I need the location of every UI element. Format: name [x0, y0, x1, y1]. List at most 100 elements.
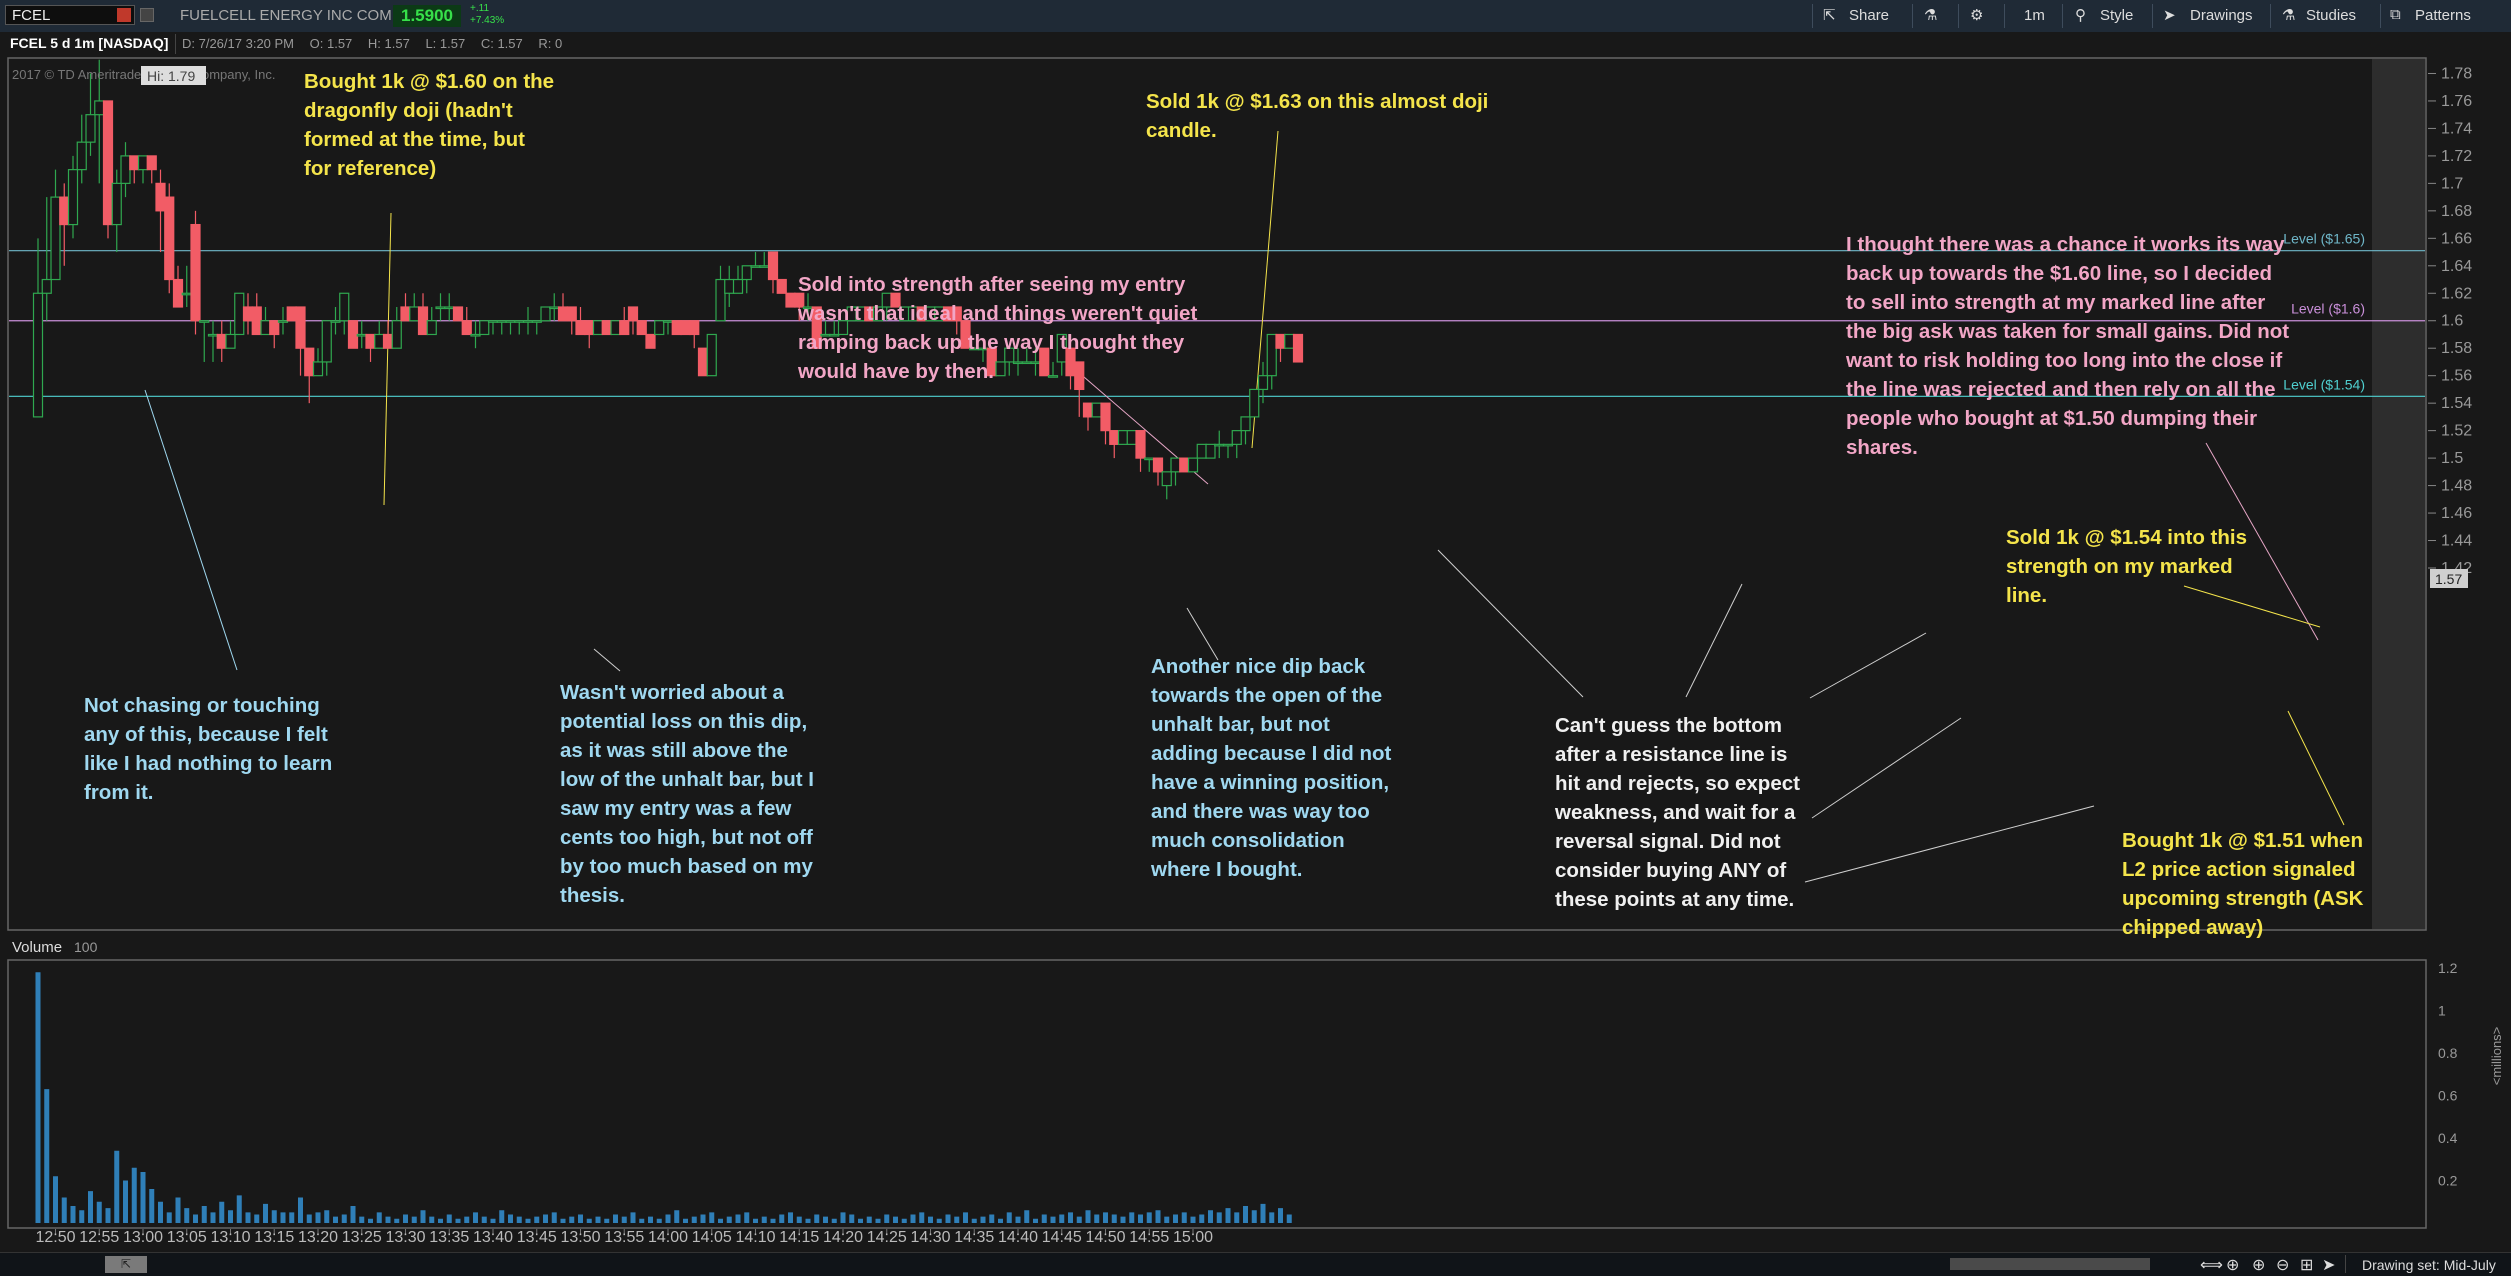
- candle-body: [566, 306, 577, 322]
- candle-body: [514, 320, 525, 323]
- toolbar-divider: [2270, 4, 2271, 28]
- annotation-leader-line[interactable]: [144, 389, 238, 671]
- drawings-button[interactable]: Drawings: [2190, 7, 2253, 24]
- trade-annotation[interactable]: Wasn't worried about a potential loss on …: [560, 681, 814, 907]
- y-tick-label: 1.64: [2441, 258, 2472, 275]
- trade-annotation[interactable]: Bought 1k @ $1.60 on the dragonfly doji (…: [304, 70, 554, 180]
- trade-annotation[interactable]: Bought 1k @ $1.51 when L2 price action si…: [2122, 829, 2364, 939]
- annotation-leader-line[interactable]: [2287, 710, 2345, 826]
- studies-icon[interactable]: ⚗: [2282, 7, 2296, 24]
- candle-body: [1126, 430, 1137, 445]
- x-tick-label: 14:35: [954, 1229, 994, 1246]
- x-tick-label: 14:50: [1085, 1229, 1125, 1246]
- trade-annotation[interactable]: Sold into strength after seeing my entry…: [797, 273, 1197, 383]
- x-tick-label: 14:15: [779, 1229, 819, 1246]
- volume-bar: [796, 1216, 802, 1223]
- candle-body: [1152, 457, 1164, 473]
- candle-body: [225, 333, 236, 349]
- annotation-leader-line[interactable]: [1685, 583, 1743, 698]
- candle-body: [181, 292, 192, 296]
- annotation-line: L2 price action signaled: [2122, 858, 2356, 881]
- trade-annotation[interactable]: Sold 1k @ $1.63 on this almost doji candl…: [1146, 90, 1488, 142]
- horizontal-scrollbar[interactable]: [1950, 1258, 2150, 1270]
- y-tick-label: 1.46: [2441, 505, 2472, 522]
- scroll-left-right-icon[interactable]: ⟺: [2200, 1257, 2223, 1274]
- ohlc-close: C: 1.57: [480, 36, 523, 51]
- annotation-line: Sold into strength after seeing my entry: [798, 273, 1186, 296]
- volume-bar: [1164, 1216, 1170, 1223]
- annotation-line: the big ask was taken for small gains. D…: [1846, 320, 2289, 343]
- interval-button[interactable]: 1m: [2024, 7, 2045, 24]
- candle-body: [960, 320, 971, 349]
- annotation-leader-line[interactable]: [1811, 717, 1962, 819]
- patterns-icon[interactable]: ⧉: [2390, 6, 2401, 23]
- x-tick-label: 14:20: [823, 1229, 863, 1246]
- style-icon[interactable]: ⚲: [2075, 7, 2086, 24]
- gear-icon[interactable]: ⚙: [1970, 7, 1984, 24]
- annotation-leader-line[interactable]: [2183, 585, 2321, 628]
- drawing-set-label[interactable]: Drawing set: Mid-July: [2362, 1257, 2496, 1273]
- volume-bar: [306, 1214, 312, 1223]
- cursor-icon[interactable]: ➤: [2163, 7, 2176, 24]
- x-tick-label: 13:35: [429, 1229, 469, 1246]
- volume-bar: [1033, 1218, 1038, 1223]
- candle-body: [1091, 402, 1102, 418]
- volume-bar: [508, 1214, 513, 1223]
- price-chart[interactable]: Level ($1.65) Level ($1.6) Level ($1.54) 1…: [0, 56, 2511, 1252]
- annotation-line: the line was rejected and then rely on a…: [1846, 378, 2275, 401]
- style-button[interactable]: Style: [2100, 7, 2134, 24]
- studies-button[interactable]: Studies: [2306, 7, 2357, 24]
- volume-bar: [858, 1218, 863, 1223]
- annotation-line: have a winning position,: [1151, 771, 1389, 794]
- zoom-in-icon[interactable]: ⊕: [2252, 1257, 2266, 1274]
- pointer-icon[interactable]: ➤: [2322, 1257, 2336, 1274]
- annotation-leader-line[interactable]: [2205, 442, 2319, 641]
- drag-zoom-icon[interactable]: ⊞: [2300, 1257, 2314, 1274]
- candle-body: [374, 333, 385, 349]
- annotation-leader-line[interactable]: [1186, 607, 1219, 661]
- annotation-leader-line[interactable]: [383, 212, 392, 506]
- annotation-line: potential loss on this dip,: [560, 710, 807, 733]
- level-label: Level ($1.65): [2283, 231, 2365, 247]
- volume-bar: [578, 1214, 583, 1223]
- patterns-button[interactable]: Patterns: [2415, 7, 2471, 24]
- crosshair-icon[interactable]: ⊕: [2226, 1257, 2240, 1274]
- candle-body: [190, 223, 201, 322]
- level-label: Level ($1.54): [2283, 376, 2365, 392]
- annotation-leader-line[interactable]: [1437, 549, 1584, 698]
- y-tick-label: 1.78: [2441, 65, 2472, 82]
- share-button[interactable]: Share: [1849, 7, 1890, 24]
- candle-body: [295, 306, 306, 349]
- trade-annotation[interactable]: Another nice dip back towards the open of…: [1150, 655, 1391, 881]
- candle-body: [724, 278, 735, 294]
- volume-bar: [954, 1216, 960, 1223]
- candle-body: [391, 320, 402, 349]
- candle-body: [671, 320, 682, 336]
- annotation-leader-line[interactable]: [1804, 805, 2095, 883]
- annotation-leader-line[interactable]: [593, 648, 621, 672]
- annotation-line: unhalt bar, but not: [1151, 713, 1330, 736]
- volume-bar: [893, 1216, 898, 1223]
- volume-bar: [1278, 1208, 1283, 1223]
- flask-icon[interactable]: ⚗: [1924, 7, 1938, 24]
- annotation-line: by too much based on my: [560, 855, 813, 878]
- scroll-home-button[interactable]: ⇱: [105, 1256, 147, 1273]
- candle-body: [172, 278, 184, 308]
- candle-body: [339, 292, 350, 322]
- symbol-dropdown-icon[interactable]: [117, 8, 131, 22]
- candle-body: [1222, 443, 1234, 447]
- zoom-out-icon[interactable]: ⊖: [2276, 1257, 2290, 1274]
- trade-annotation[interactable]: Can't guess the bottom after a resistance…: [1554, 714, 1800, 911]
- candle-body: [67, 169, 79, 226]
- trade-annotation[interactable]: I thought there was a chance it works it…: [1845, 233, 2289, 459]
- symbol-input[interactable]: FCEL: [5, 5, 135, 25]
- trade-annotation[interactable]: Not chasing or touching any of this, beca…: [84, 694, 332, 804]
- candle-body: [400, 306, 411, 322]
- annotation-leader-line[interactable]: [1809, 632, 1927, 699]
- volume-bar: [1120, 1216, 1126, 1223]
- symbol-menu-icon[interactable]: [140, 8, 154, 22]
- annotation-line: after a resistance line is: [1555, 743, 1787, 766]
- volume-bar: [131, 1167, 137, 1223]
- trade-annotation[interactable]: Sold 1k @ $1.54 into this strength on my …: [2006, 526, 2247, 607]
- share-icon[interactable]: ⇱: [1823, 7, 1836, 24]
